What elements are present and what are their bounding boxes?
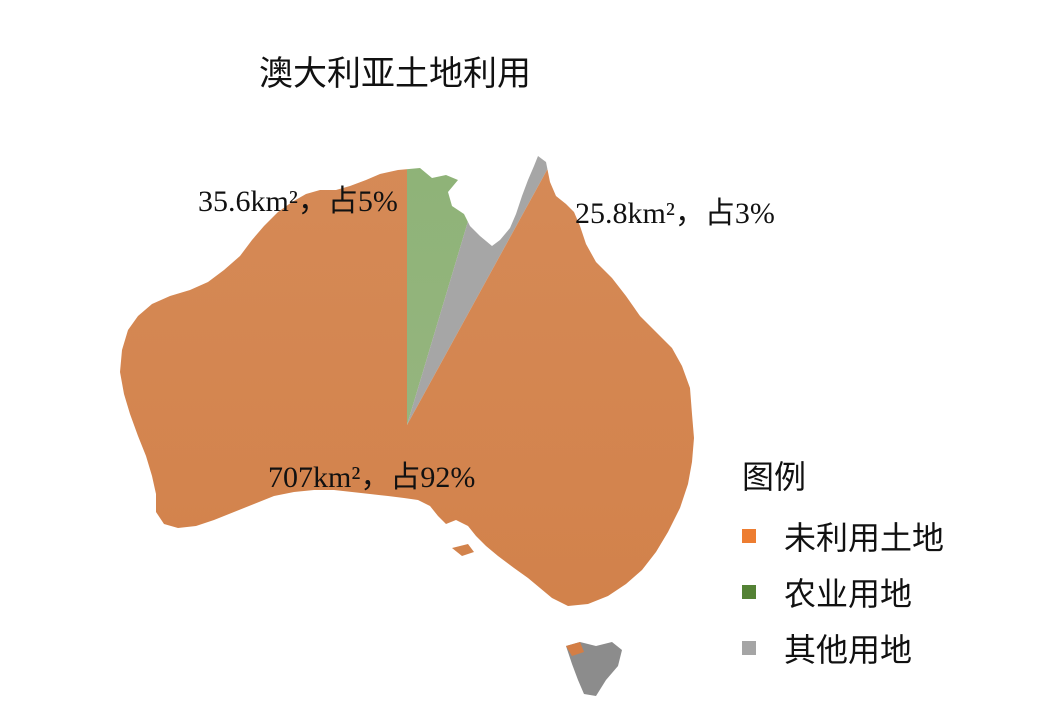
legend-item-unused: 未利用土地 [742, 508, 944, 564]
legend-label-unused: 未利用土地 [784, 519, 945, 557]
chart-title: 澳大利亚土地利用 [259, 54, 531, 94]
legend-label-other: 其他用地 [784, 631, 913, 669]
data-label-unused: 707km²，占92% [268, 461, 476, 494]
legend: 图例 未利用土地 农业用地 其他用地 [742, 452, 944, 676]
legend-item-other: 其他用地 [742, 620, 944, 676]
pie-slice-unused [120, 156, 694, 606]
data-label-agricultural: 35.6km²，占5% [198, 185, 398, 218]
legend-item-agricultural: 农业用地 [742, 564, 944, 620]
tasmania-island [566, 642, 622, 696]
legend-swatch-agricultural [742, 585, 756, 599]
legend-swatch-other [742, 641, 756, 655]
pie-slice-agricultural [407, 156, 580, 425]
legend-swatch-unused [742, 529, 756, 543]
tasmania-unused-sliver [566, 642, 584, 656]
legend-title: 图例 [742, 458, 807, 496]
data-label-other: 25.8km²，占3% [575, 197, 775, 230]
legend-label-agricultural: 农业用地 [784, 575, 913, 613]
pie-slice-other [407, 156, 694, 425]
